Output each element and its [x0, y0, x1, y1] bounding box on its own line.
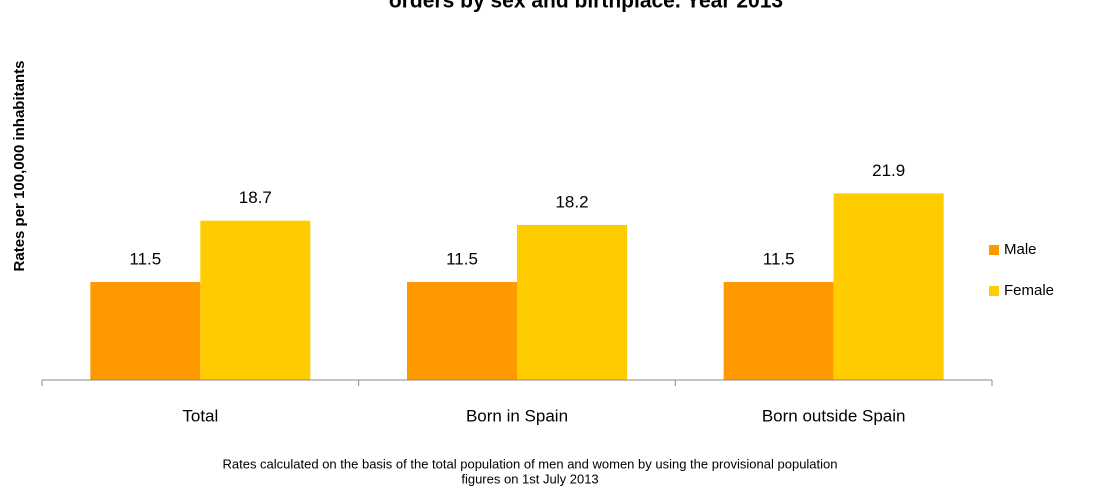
bar: [723, 282, 834, 380]
bar: [200, 220, 311, 380]
data-label: 11.5: [129, 250, 161, 269]
x-tick-label: Total: [182, 406, 218, 425]
legend-swatch: [989, 245, 999, 255]
legend-label: Male: [1004, 241, 1037, 258]
bar: [90, 282, 201, 380]
legend-label: Female: [1004, 282, 1054, 299]
legend-swatch: [989, 286, 999, 296]
chart-title: orders by sex and birthplace. Year 2013: [389, 0, 783, 13]
data-label: 18.2: [555, 192, 588, 211]
bar: [407, 282, 517, 380]
x-tick-label: Born in Spain: [466, 406, 568, 425]
footnote: Rates calculated on the basis of the tot…: [222, 456, 837, 471]
footnote: figures on 1st July 2013: [461, 471, 598, 486]
data-label: 11.5: [763, 250, 795, 269]
y-axis-label: Rates per 100,000 inhabitants: [11, 61, 28, 272]
x-tick-label: Born outside Spain: [762, 406, 906, 425]
data-label: 21.9: [872, 161, 905, 180]
bar: [517, 224, 627, 380]
data-label: 18.7: [239, 188, 272, 207]
data-label: 11.5: [446, 250, 478, 269]
bar: [833, 193, 944, 380]
